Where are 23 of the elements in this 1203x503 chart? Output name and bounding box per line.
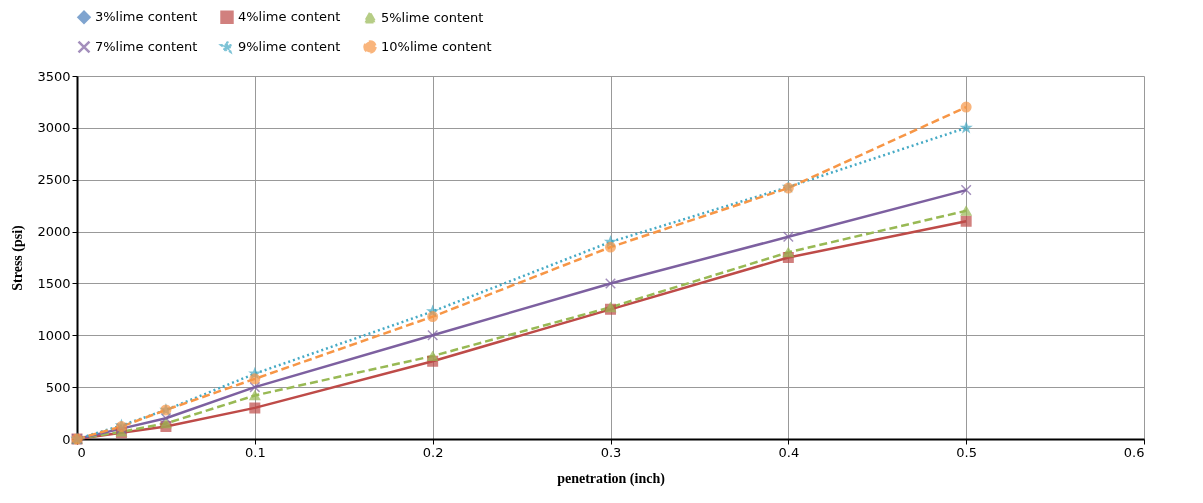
y-tick-label: 0	[62, 431, 71, 447]
y-tick-label: 2500	[37, 172, 71, 188]
x-tick-label: 0.5	[956, 444, 978, 460]
legend-label: 10%lime content	[381, 39, 492, 54]
x-tick-label: 0.1	[244, 444, 266, 460]
x-tick-label: 0.4	[778, 444, 800, 460]
legend-label: 3%lime content	[95, 9, 198, 25]
y-tick-label: 2000	[37, 224, 71, 240]
legend-label: 7%lime content	[95, 39, 198, 54]
legend-label: 9%lime content	[238, 39, 341, 54]
y-tick-label: 500	[45, 379, 71, 395]
x-tick-label: 0.6	[1123, 444, 1145, 460]
x-tick-label: 0.3	[600, 444, 622, 460]
x-axis-title: penetration (inch)	[557, 470, 666, 487]
y-tick-label: 3000	[37, 120, 71, 136]
y-axis-title: Stress (psi)	[10, 224, 27, 291]
legend-label: 5%lime content	[381, 9, 484, 25]
x-tick-label: 0	[77, 444, 86, 460]
legend-label: 4%lime content	[238, 9, 341, 25]
x-tick-label: 0.2	[422, 444, 444, 460]
y-tick-label: 1000	[37, 327, 71, 343]
y-tick-label: 3500	[37, 68, 71, 84]
y-tick-label: 1500	[37, 275, 71, 291]
